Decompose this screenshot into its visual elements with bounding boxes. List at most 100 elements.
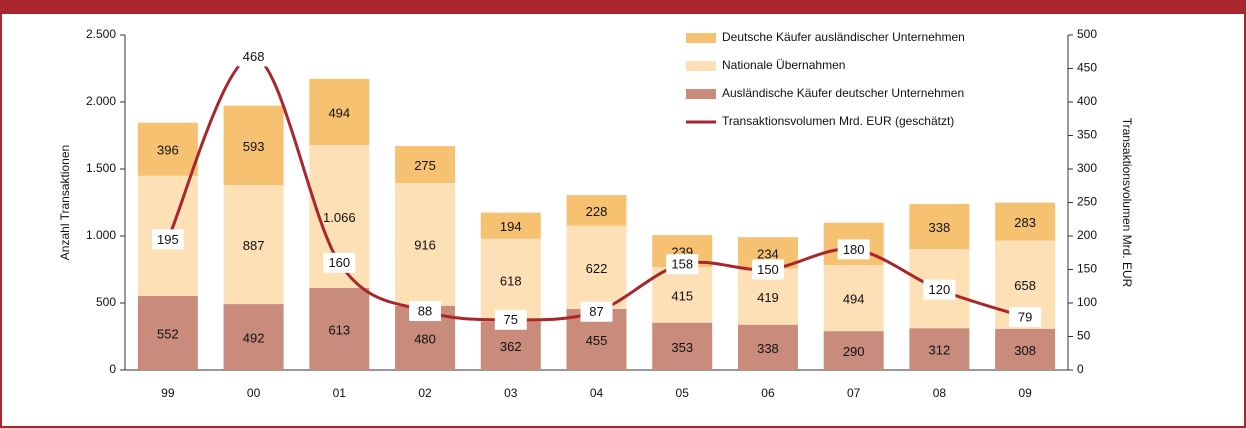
bar-label: 492 [243, 330, 265, 345]
y2-tick-label: 100 [1077, 295, 1097, 309]
x-tick-label: 09 [1018, 386, 1032, 400]
line-label: 468 [243, 49, 265, 64]
x-tick-label: 06 [761, 386, 775, 400]
y2-tick-label: 300 [1077, 161, 1097, 175]
bar-label: 618 [500, 274, 522, 289]
line-label: 75 [504, 312, 518, 327]
bar-label: 362 [500, 339, 522, 354]
bar-label: 494 [843, 291, 865, 306]
bar [652, 267, 713, 323]
bar [652, 322, 713, 370]
y2-tick-label: 50 [1077, 329, 1091, 343]
bar [223, 105, 284, 186]
line-label: 87 [589, 304, 603, 319]
bar [737, 324, 798, 370]
bar-label: 353 [671, 340, 693, 355]
legend-swatch [686, 89, 716, 99]
y2-tick-label: 350 [1077, 128, 1097, 142]
legend-swatch [686, 61, 716, 71]
x-tick-label: 05 [676, 386, 690, 400]
line-label-box [751, 259, 784, 280]
y2-tick-label: 450 [1077, 61, 1097, 75]
x-tick-label: 04 [590, 386, 604, 400]
line-label: 150 [757, 262, 779, 277]
bar-label: 338 [929, 220, 951, 235]
line-label: 158 [671, 257, 693, 272]
line-label-box [666, 254, 699, 275]
line-label-box [409, 301, 442, 322]
bar [395, 182, 456, 306]
bar-label: 887 [243, 238, 265, 253]
y2-tick-label: 250 [1077, 195, 1097, 209]
bar [566, 225, 627, 310]
bar [309, 78, 370, 146]
y2-tick-label: 400 [1077, 94, 1097, 108]
y-tick-label: 2.500 [86, 27, 116, 41]
legend-label: Deutsche Käufer ausländischer Unternehme… [722, 30, 965, 44]
bar [137, 296, 198, 370]
line-label-box [837, 239, 870, 260]
bar-label: 228 [586, 204, 608, 219]
x-tick-label: 07 [847, 386, 861, 400]
bar-label: 419 [757, 290, 779, 305]
bar-label: 622 [586, 261, 608, 276]
legend-swatch [686, 33, 716, 43]
line-label: 180 [843, 242, 865, 257]
y-tick-label: 1.000 [86, 228, 116, 242]
bar-label: 312 [929, 343, 951, 358]
x-tick-label: 08 [933, 386, 947, 400]
x-tick-label: 99 [161, 386, 175, 400]
bar [995, 202, 1056, 241]
line-label: 120 [929, 282, 951, 297]
bar [137, 122, 198, 176]
x-tick-label: 00 [247, 386, 261, 400]
y2-axis-title: Transaktionsvolumen Mrd. EUR [1120, 118, 1134, 288]
bar-label: 415 [671, 288, 693, 303]
y-tick-label: 500 [96, 295, 116, 309]
line-label-box [923, 279, 956, 300]
line-label-box [151, 229, 184, 250]
bar-label: 396 [157, 143, 179, 158]
bar-label: 613 [328, 322, 350, 337]
bar-label: 283 [1014, 215, 1036, 230]
y2-tick-label: 200 [1077, 228, 1097, 242]
bar-label: 494 [328, 105, 350, 120]
bar-label: 338 [757, 341, 779, 356]
line-label: 79 [1018, 310, 1032, 325]
bar-label: 275 [414, 158, 436, 173]
x-tick-label: 02 [418, 386, 432, 400]
bar [823, 264, 884, 332]
line-label-box [494, 309, 527, 330]
legend-label: Nationale Übernahmen [722, 58, 845, 72]
line-label-box [323, 252, 356, 273]
y2-tick-label: 150 [1077, 262, 1097, 276]
line-label: 195 [157, 232, 179, 247]
bar-label: 455 [586, 333, 608, 348]
bar [566, 195, 627, 226]
header-band [0, 0, 1246, 14]
x-tick-label: 03 [504, 386, 518, 400]
bar [995, 328, 1056, 370]
bar [823, 331, 884, 370]
y2-tick-label: 500 [1077, 27, 1097, 41]
bar-label: 290 [843, 344, 865, 359]
bar [909, 203, 970, 250]
bar-label: 234 [757, 246, 779, 261]
line-label: 160 [328, 255, 350, 270]
bar [223, 185, 284, 305]
bar-label: 1.066 [323, 210, 356, 225]
line-label: 88 [418, 303, 432, 318]
legend-label: Ausländische Käufer deutscher Unternehme… [722, 86, 964, 100]
bar-label: 308 [1014, 343, 1036, 358]
bar [480, 238, 541, 322]
bar-label: 916 [414, 238, 436, 253]
bar-label: 480 [414, 331, 436, 346]
y-tick-label: 2.000 [86, 94, 116, 108]
bar [909, 328, 970, 370]
line-label-box [1009, 307, 1042, 328]
x-tick-label: 01 [333, 386, 347, 400]
bar-label: 593 [243, 139, 265, 154]
bar [223, 304, 284, 370]
